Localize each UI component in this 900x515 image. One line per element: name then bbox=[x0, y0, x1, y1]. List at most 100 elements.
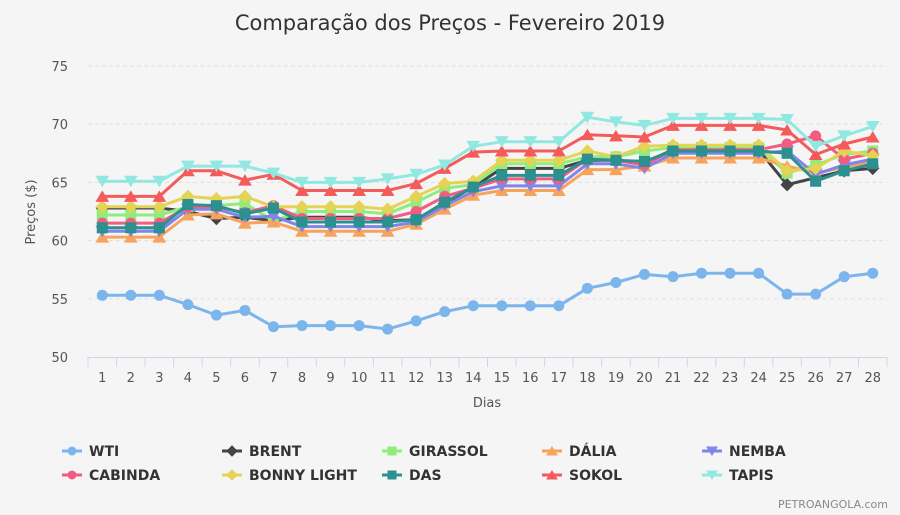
data-point[interactable] bbox=[810, 288, 822, 300]
data-point[interactable] bbox=[810, 130, 822, 142]
series-line[interactable] bbox=[102, 143, 873, 211]
legend-item-sokol[interactable]: SOKOL bbox=[542, 468, 622, 484]
data-point[interactable] bbox=[123, 190, 138, 202]
data-point[interactable] bbox=[295, 200, 309, 214]
data-point[interactable] bbox=[696, 267, 708, 279]
data-point[interactable] bbox=[210, 200, 222, 212]
legend-item-nemba[interactable]: NEMBA bbox=[702, 444, 786, 460]
data-point[interactable] bbox=[267, 202, 279, 214]
series-line[interactable] bbox=[102, 149, 874, 230]
legend-item-wti[interactable]: WTI bbox=[62, 444, 119, 460]
data-point[interactable] bbox=[694, 119, 709, 131]
data-point[interactable] bbox=[753, 145, 765, 157]
series-line[interactable] bbox=[102, 146, 873, 223]
data-point[interactable] bbox=[838, 165, 850, 177]
data-point[interactable] bbox=[609, 129, 623, 142]
data-point[interactable] bbox=[125, 289, 137, 301]
data-point[interactable] bbox=[751, 119, 766, 131]
data-point[interactable] bbox=[496, 169, 508, 181]
data-point[interactable] bbox=[267, 321, 279, 333]
data-point[interactable] bbox=[439, 196, 451, 208]
data-point[interactable] bbox=[352, 176, 366, 189]
data-point[interactable] bbox=[238, 174, 252, 186]
data-point[interactable] bbox=[666, 112, 680, 125]
data-point[interactable] bbox=[123, 175, 138, 188]
data-point[interactable] bbox=[781, 147, 793, 159]
data-point[interactable] bbox=[780, 114, 795, 126]
data-point[interactable] bbox=[523, 153, 538, 167]
data-point[interactable] bbox=[808, 161, 823, 176]
data-point[interactable] bbox=[437, 176, 452, 191]
data-point[interactable] bbox=[780, 164, 794, 178]
data-point[interactable] bbox=[380, 202, 395, 216]
data-point[interactable] bbox=[753, 267, 765, 279]
data-point[interactable] bbox=[637, 131, 652, 143]
data-point[interactable] bbox=[523, 136, 538, 148]
data-point[interactable] bbox=[638, 268, 650, 280]
data-point[interactable] bbox=[467, 181, 479, 193]
data-point[interactable] bbox=[610, 277, 622, 289]
data-point[interactable] bbox=[808, 140, 823, 153]
data-point[interactable] bbox=[296, 216, 308, 228]
data-point[interactable] bbox=[353, 320, 365, 332]
data-point[interactable] bbox=[694, 112, 709, 125]
data-point[interactable] bbox=[810, 175, 822, 187]
data-point[interactable] bbox=[523, 145, 538, 157]
data-point[interactable] bbox=[210, 309, 222, 321]
legend-item-cabinda[interactable]: CABINDA bbox=[62, 468, 160, 484]
data-point[interactable] bbox=[209, 160, 224, 173]
data-point[interactable] bbox=[667, 271, 679, 283]
data-point[interactable] bbox=[723, 112, 737, 125]
series-line[interactable] bbox=[102, 149, 873, 233]
data-point[interactable] bbox=[837, 130, 852, 142]
data-point[interactable] bbox=[295, 184, 309, 197]
data-point[interactable] bbox=[865, 131, 880, 143]
data-point[interactable] bbox=[724, 145, 736, 157]
data-point[interactable] bbox=[152, 175, 167, 188]
data-point[interactable] bbox=[524, 300, 536, 312]
data-point[interactable] bbox=[380, 184, 395, 197]
data-point[interactable] bbox=[182, 199, 194, 211]
legend-item-d-lia[interactable]: DÁLIA bbox=[542, 443, 617, 460]
data-point[interactable] bbox=[153, 289, 165, 301]
data-point[interactable] bbox=[238, 189, 252, 204]
data-point[interactable] bbox=[581, 282, 593, 294]
data-point[interactable] bbox=[95, 175, 110, 188]
data-point[interactable] bbox=[409, 177, 424, 190]
data-point[interactable] bbox=[781, 288, 793, 300]
data-point[interactable] bbox=[95, 190, 110, 202]
data-point[interactable] bbox=[724, 267, 736, 279]
data-point[interactable] bbox=[409, 168, 424, 181]
data-point[interactable] bbox=[382, 323, 394, 335]
data-point[interactable] bbox=[837, 138, 852, 150]
data-point[interactable] bbox=[325, 216, 337, 228]
data-point[interactable] bbox=[808, 148, 823, 160]
series-line[interactable] bbox=[102, 156, 874, 239]
data-point[interactable] bbox=[666, 119, 680, 131]
data-point[interactable] bbox=[125, 222, 137, 234]
data-point[interactable] bbox=[238, 160, 252, 173]
data-point[interactable] bbox=[637, 139, 652, 154]
data-point[interactable] bbox=[495, 153, 509, 167]
series-line[interactable] bbox=[102, 123, 874, 198]
data-point[interactable] bbox=[553, 169, 565, 181]
data-point[interactable] bbox=[153, 222, 165, 234]
data-point[interactable] bbox=[323, 184, 338, 197]
legend-item-girassol[interactable]: GIRASSOL bbox=[382, 444, 488, 460]
data-point[interactable] bbox=[696, 145, 708, 157]
data-point[interactable] bbox=[580, 111, 595, 124]
data-point[interactable] bbox=[637, 119, 652, 132]
data-point[interactable] bbox=[239, 208, 251, 220]
legend-item-bonny-light[interactable]: BONNY LIGHT bbox=[222, 468, 357, 484]
data-point[interactable] bbox=[553, 300, 565, 312]
data-point[interactable] bbox=[496, 300, 508, 312]
legend-item-das[interactable]: DAS bbox=[382, 468, 442, 484]
data-point[interactable] bbox=[352, 200, 366, 214]
data-point[interactable] bbox=[467, 300, 479, 312]
data-point[interactable] bbox=[382, 216, 394, 228]
data-point[interactable] bbox=[437, 159, 452, 171]
data-point[interactable] bbox=[266, 167, 281, 180]
data-point[interactable] bbox=[723, 119, 737, 131]
data-point[interactable] bbox=[865, 121, 880, 133]
data-point[interactable] bbox=[867, 267, 879, 279]
